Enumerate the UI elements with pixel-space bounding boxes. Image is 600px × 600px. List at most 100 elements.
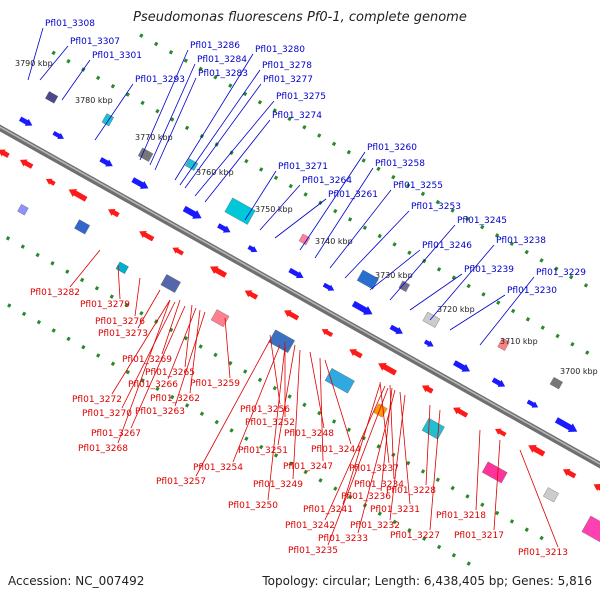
scale-tick (287, 394, 292, 399)
scale-tick (155, 386, 160, 392)
forward-leader-line (194, 100, 275, 197)
scale-tick (570, 342, 575, 347)
reverse-gene-label: Pfl01_3228 (386, 486, 436, 496)
forward-gene-label: Pfl01_3277 (263, 75, 313, 85)
forward-gene-arrow (288, 267, 304, 279)
forward-leader-line (204, 119, 271, 203)
forward-leader-line (479, 276, 535, 346)
reverse-gene-label: Pfl01_3248 (284, 429, 334, 439)
scale-tick (109, 294, 114, 299)
forward-gene-arrow (217, 223, 231, 233)
kbp-tick-label: 3750 kbp (255, 205, 293, 214)
reverse-leader-line (267, 345, 286, 501)
gene-feature-box (74, 219, 90, 235)
reverse-gene-label: Pfl01_3247 (283, 462, 333, 472)
forward-leader-line (274, 198, 327, 239)
forward-gene-arrow (99, 157, 113, 167)
reverse-gene-label: Pfl01_3268 (78, 444, 128, 454)
scale-tick (51, 50, 56, 56)
reverse-leader-line (379, 381, 390, 464)
gene-feature-box (210, 309, 230, 328)
reverse-gene-arrow (495, 428, 507, 437)
forward-gene-arrow (453, 360, 471, 372)
scale-tick (36, 319, 42, 325)
scale-tick (539, 258, 544, 263)
reverse-gene-label: Pfl01_3242 (285, 521, 335, 531)
accession-label: Accession: NC_007492 (8, 574, 145, 588)
genome-summary: Topology: circular; Length: 6,438,405 bp… (262, 574, 592, 588)
reverse-gene-arrow (378, 362, 397, 376)
reverse-leader-line (161, 299, 181, 355)
forward-gene-arrow (131, 177, 149, 189)
scale-tick (65, 269, 70, 274)
scale-tick (272, 108, 277, 113)
scale-tick (406, 460, 411, 466)
reverse-gene-label: Pfl01_3218 (436, 511, 486, 521)
reverse-leader-line (324, 385, 386, 521)
forward-gene-label: Pfl01_3229 (536, 268, 586, 278)
reverse-gene-arrow (284, 310, 300, 321)
scale-tick (494, 510, 500, 516)
forward-gene-label: Pfl01_3245 (457, 216, 507, 226)
reverse-leader-line (189, 309, 201, 394)
scale-tick (272, 385, 277, 391)
scale-tick (302, 402, 307, 408)
reverse-leader-line (319, 357, 324, 462)
forward-gene-arrow (491, 377, 506, 387)
forward-leader-line (244, 170, 277, 221)
forward-gene-arrow (52, 130, 64, 140)
reverse-gene-label: Pfl01_3262 (150, 394, 200, 404)
forward-gene-label: Pfl01_3261 (328, 190, 378, 200)
scale-tick (35, 252, 40, 258)
reverse-gene-label: Pfl01_3232 (350, 521, 400, 531)
scale-tick (198, 344, 203, 349)
gene-feature-box (549, 376, 563, 390)
scale-tick (407, 528, 412, 533)
scale-tick (110, 361, 116, 367)
reverse-gene-arrow (349, 349, 363, 359)
scale-tick (302, 124, 307, 130)
scale-tick (198, 66, 203, 72)
forward-gene-arrow (351, 300, 373, 315)
reverse-leader-line (399, 391, 411, 505)
reverse-gene-label: Pfl01_3231 (370, 505, 420, 515)
scale-tick (436, 267, 442, 272)
scale-tick (466, 283, 471, 289)
scale-tick (303, 469, 308, 475)
reverse-gene-label: Pfl01_3241 (303, 505, 353, 515)
forward-gene-arrow (182, 205, 202, 219)
forward-leader-line (94, 83, 134, 141)
forward-leader-line (314, 167, 374, 259)
reverse-leader-line (292, 349, 301, 480)
scale-tick (257, 99, 263, 105)
scale-tick (347, 494, 353, 500)
scale-tick (539, 535, 544, 541)
reverse-gene-arrow (0, 149, 10, 158)
scale-tick (228, 83, 233, 88)
scale-tick (183, 58, 188, 63)
reverse-leader-line (357, 389, 396, 534)
forward-gene-label: Pfl01_3260 (367, 143, 417, 153)
reverse-gene-label: Pfl01_3217 (454, 531, 504, 541)
forward-gene-label: Pfl01_3307 (70, 37, 120, 47)
scale-tick (465, 216, 470, 222)
forward-gene-arrow (389, 324, 403, 335)
reverse-gene-label: Pfl01_3235 (288, 546, 338, 556)
kbp-tick-label: 3730 kbp (375, 271, 413, 280)
reverse-gene-arrow (421, 385, 434, 394)
genome-backbone-highlight (0, 126, 600, 465)
scale-tick (331, 419, 337, 424)
gene-feature-box (185, 158, 199, 171)
scale-tick (229, 428, 234, 433)
gene-feature-box (373, 403, 388, 418)
scale-tick (346, 427, 352, 433)
reverse-gene-label: Pfl01_3276 (95, 317, 145, 327)
scale-tick (21, 311, 27, 317)
reverse-gene-label: Pfl01_3251 (238, 446, 288, 456)
forward-gene-label: Pfl01_3308 (45, 19, 95, 29)
reverse-gene-label: Pfl01_3234 (354, 480, 404, 490)
scale-tick (346, 149, 352, 155)
kbp-tick-label: 3770 kbp (135, 133, 173, 142)
scale-tick (333, 208, 338, 214)
